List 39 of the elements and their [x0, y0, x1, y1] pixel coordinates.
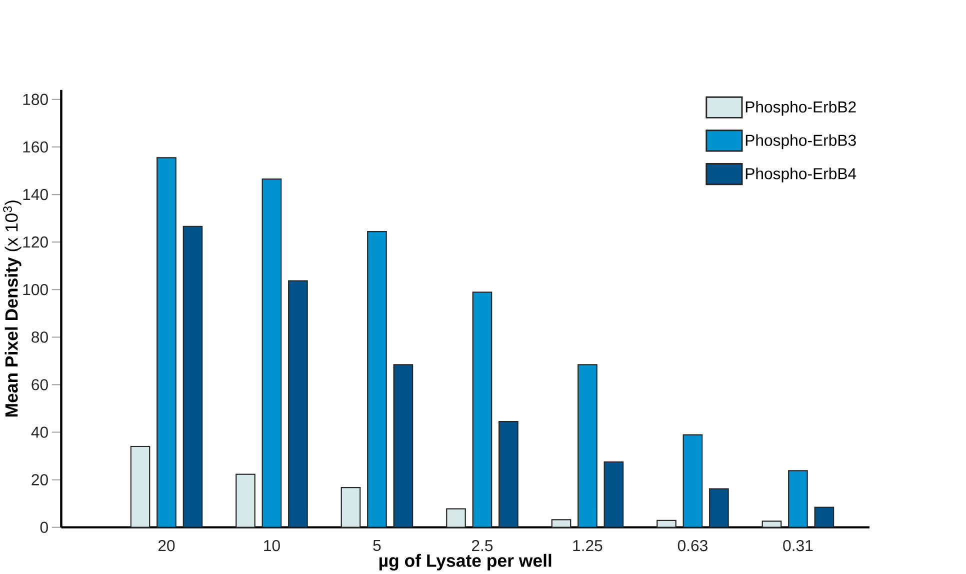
- x-tick-label: 0.31: [783, 540, 813, 552]
- legend-label: Phospho-ErbB4: [746, 168, 856, 183]
- x-tick-label: 20: [158, 540, 175, 552]
- bar: [788, 470, 808, 528]
- bar: [182, 226, 203, 528]
- bar: [130, 446, 150, 528]
- y-tick-label: 160: [23, 142, 48, 153]
- y-tick-label: 140: [23, 189, 48, 200]
- x-tick-label: 10: [264, 540, 280, 552]
- bar: [156, 157, 176, 528]
- bar: [262, 178, 282, 528]
- y-tick-label: 100: [23, 284, 48, 296]
- bar: [709, 488, 729, 528]
- bar: [393, 364, 414, 528]
- bar: [578, 364, 598, 528]
- bar: [682, 434, 703, 528]
- x-tick-label: 1.25: [573, 540, 602, 552]
- bar: [236, 474, 256, 528]
- x-tick-label: 2.5: [472, 540, 493, 552]
- x-tick-label: 5: [373, 540, 381, 552]
- bar: [340, 487, 361, 528]
- y-tick-label: 0: [40, 522, 48, 534]
- bar: [472, 292, 492, 528]
- y-tick-label: 60: [32, 379, 48, 391]
- legend-label: Phospho-ErbB2: [746, 101, 856, 116]
- y-axis-title: Mean Pixel Density (x 10$^{3}$): [3, 200, 22, 417]
- bar: [498, 421, 518, 528]
- bar: [446, 508, 466, 528]
- bar: [367, 231, 387, 528]
- y-tick-label: 180: [23, 94, 48, 106]
- x-tick-label: 0.63: [678, 540, 708, 552]
- y-tick-label: 80: [32, 332, 48, 343]
- bar: [604, 462, 624, 528]
- y-tick-label: 120: [23, 236, 48, 248]
- x-axis-title: µg of Lysate per well: [379, 554, 552, 571]
- legend-label: Phospho-ErbB3: [746, 134, 856, 150]
- y-tick-label: 40: [31, 426, 48, 438]
- bar: [288, 280, 308, 528]
- y-tick-label: 20: [32, 474, 48, 486]
